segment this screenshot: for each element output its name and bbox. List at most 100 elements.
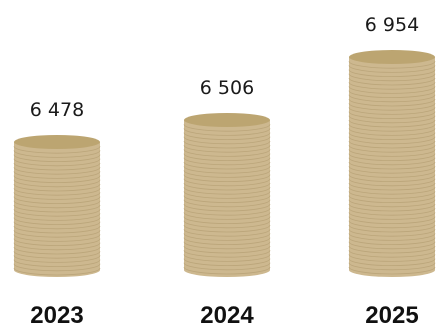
value-label-2024: 6 506 [200,77,254,99]
coin-edge-line [183,195,271,203]
coin-edge-line [13,217,101,225]
coin-edge-line [348,229,436,237]
coin-edge-line [348,111,436,119]
coin-edge-line [348,170,436,178]
coin-edge-line [348,149,436,157]
coin-edge-line [13,192,101,200]
coin-edge-line [348,82,436,90]
coin-edge-line [348,94,436,103]
coin-edge-line [183,233,271,241]
coin-edge-line [13,246,101,255]
coin-edge-line [348,140,436,149]
coin-edge-line [348,187,436,195]
coin-edge-line [13,167,101,175]
coin-edge-line [348,132,436,140]
coin-edge-line [183,174,271,182]
coin-edge-line [13,175,101,183]
coin-edge-line [183,229,271,237]
coin-edge-line [183,266,271,275]
coin-edge-line [348,208,436,216]
coin-edge-line [348,115,436,124]
coin-edge-line [183,178,271,187]
coin-edge-line [348,161,436,170]
coin-stripes [183,124,271,275]
coin-edge-line [348,98,436,107]
coin-edge-line [348,178,436,187]
coin-edge-line [348,136,436,145]
category-label-2023: 2023 [30,302,83,327]
coin-edge-line [183,191,271,199]
coin-stack-2025 [348,50,436,277]
coin-edge-line [183,254,271,262]
category-label-2024: 2024 [200,302,254,327]
coin-edge-line [183,161,271,170]
coin-edge-line [348,262,436,271]
coin-edge-line [183,237,271,245]
coin-edge-line [348,119,436,128]
coin-edge-line [348,77,436,86]
coin-edge-line [13,179,101,188]
coin-edge-line [183,170,271,178]
coin-edge-line [348,182,436,191]
coin-edge-line [348,237,436,245]
coin-edge-line [348,266,436,275]
coin-edge-line [13,263,101,272]
coin-edge-line [13,230,101,238]
coin-edge-line [13,154,101,162]
coin-edge-line [183,124,271,132]
coin-edge-line [183,128,271,136]
coin-edge-line [183,182,271,191]
coin-edge-line [13,209,101,217]
coin-edge-line [348,124,436,132]
coin-edge-line [183,216,271,224]
coin-edge-line [348,203,436,212]
coin-stack-base [14,263,100,277]
coin-edge-line [348,250,436,258]
coin-edge-line [13,238,101,246]
coin-edge-line [13,146,101,154]
coin-edge-line [348,65,436,73]
coin-edge-line [13,188,101,196]
coin-edge-line [348,224,436,233]
coin-edge-line [348,107,436,115]
coin-stripes [348,61,436,275]
coin-stack-body [184,120,270,270]
coin-edge-line [13,162,101,171]
coin-edge-line [348,174,436,182]
coin-edge-line [13,204,101,213]
coin-edge-line [348,86,436,94]
coin-edge-line [348,212,436,220]
coin-edge-line [348,254,436,262]
coin-stack-top [184,113,270,127]
coin-edge-line [183,212,271,220]
coin-edge-line [348,199,436,208]
coin-edge-line [13,150,101,158]
coin-edge-line [183,262,271,271]
coin-edge-line [348,241,436,250]
coin-edge-line [183,224,271,233]
coin-edge-line [13,196,101,204]
coin-edge-line [348,61,436,69]
coin-stack-top [14,135,100,149]
coin-edge-line [13,234,101,242]
coin-edge-line [13,267,101,276]
coin-stack-top [349,50,435,64]
coin-edge-line [183,208,271,216]
coin-edge-line [183,245,271,254]
coin-edge-line [348,166,436,174]
coin-edge-line [13,183,101,192]
coin-edge-line [13,225,101,234]
coin-edge-line [13,259,101,267]
value-label-2023: 6 478 [30,99,84,121]
coin-edge-line [183,258,271,266]
coin-edge-line [183,140,271,149]
coin-edge-line [348,157,436,166]
category-label-2025: 2025 [365,302,418,327]
coin-edge-line [183,149,271,157]
coin-edge-line [183,157,271,166]
coin-edge-line [348,128,436,136]
coin-edge-line [348,90,436,98]
coin-edge-line [348,220,436,229]
coin-edge-line [13,242,101,251]
